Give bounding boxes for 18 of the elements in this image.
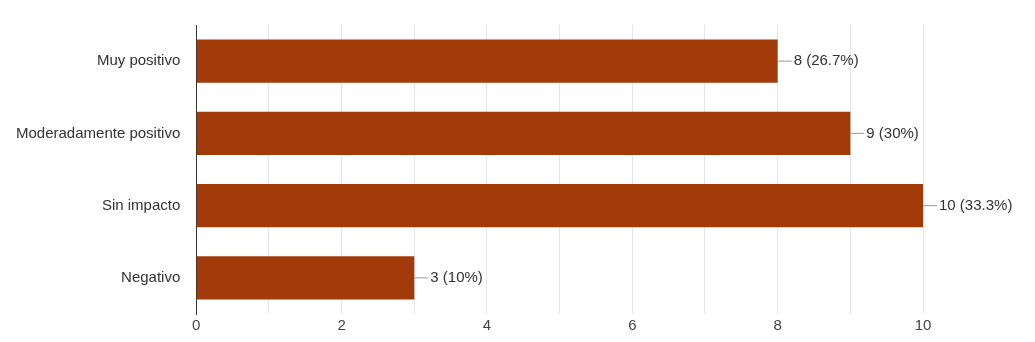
y-tick-label: Muy positivo xyxy=(96,51,181,69)
x-tick-label: 8 xyxy=(773,316,782,334)
y-tick-label: Moderadamente positivo xyxy=(15,123,181,141)
bar xyxy=(196,111,851,156)
x-tick-label: 10 xyxy=(914,316,932,334)
y-tick-label: Negativo xyxy=(121,268,181,286)
x-tick-label: 2 xyxy=(337,316,346,334)
x-tick-label: 4 xyxy=(482,316,492,334)
data-label: 8 (26.7%) xyxy=(793,51,859,69)
x-tick-label: 6 xyxy=(628,316,637,334)
bar xyxy=(196,256,415,300)
bar xyxy=(196,39,778,83)
y-tick-label: Sin impacto xyxy=(101,195,181,213)
bar xyxy=(196,183,923,228)
data-label: 10 (33.3%) xyxy=(939,195,1013,213)
x-tick-label: 0 xyxy=(192,316,201,334)
data-label: 3 (10%) xyxy=(430,268,483,286)
data-label: 9 (30%) xyxy=(866,123,919,141)
